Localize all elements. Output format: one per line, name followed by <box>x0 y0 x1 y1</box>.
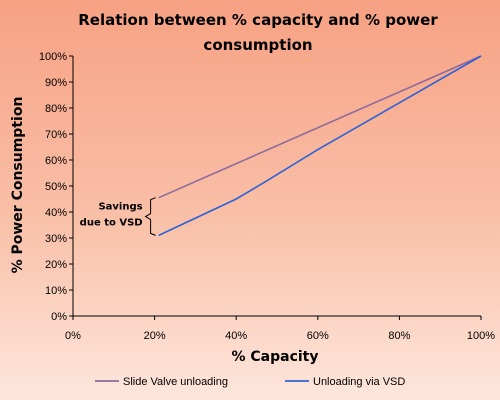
y-tick-labels: 0% 10% 20% 30% 40% 50% 60% 70% 80% 90% 100% <box>39 51 67 323</box>
y-tick-label: 100% <box>39 51 67 63</box>
annotation-text: Savings <box>98 202 142 213</box>
y-tick-label: 10% <box>45 285 67 297</box>
y-tick-label: 0% <box>51 311 67 323</box>
x-tick-label: 60% <box>307 330 329 342</box>
series-layer <box>158 55 482 237</box>
legend-label: Slide Valve unloading <box>123 376 228 388</box>
x-tick-label: 40% <box>225 330 247 342</box>
x-axis-label: % Capacity <box>231 349 318 365</box>
y-tick-label: 80% <box>45 103 67 115</box>
y-tick-label: 90% <box>45 77 67 89</box>
series-line-vsd <box>158 55 482 237</box>
x-tick-label: 100% <box>467 330 495 342</box>
x-tick-label: 0% <box>65 330 81 342</box>
x-tick-label: 20% <box>144 330 166 342</box>
legend-label: Unloading via VSD <box>313 376 405 388</box>
y-tick-label: 20% <box>45 259 67 271</box>
annotation-layer: Savings due to VSD <box>80 197 156 236</box>
y-tick-label: 60% <box>45 155 67 167</box>
chart-title-line-1: Relation between % capacity and % power <box>78 11 438 29</box>
savings-brace <box>144 197 156 236</box>
y-tick-label: 50% <box>45 181 67 193</box>
y-axis-label: % Power Consumption <box>10 97 26 274</box>
y-tick-label: 30% <box>45 233 67 245</box>
x-tick-label: 80% <box>388 330 410 342</box>
x-tick-labels: 0% 20% 40% 60% 80% 100% <box>65 330 495 342</box>
y-tick-label: 70% <box>45 129 67 141</box>
chart-title-line-2: consumption <box>203 36 312 54</box>
series-line-slide-valve <box>158 55 482 199</box>
annotation-text: due to VSD <box>80 218 143 229</box>
y-tick-label: 40% <box>45 207 67 219</box>
legend: Slide Valve unloading Unloading via VSD <box>95 376 405 388</box>
axes <box>69 55 482 320</box>
